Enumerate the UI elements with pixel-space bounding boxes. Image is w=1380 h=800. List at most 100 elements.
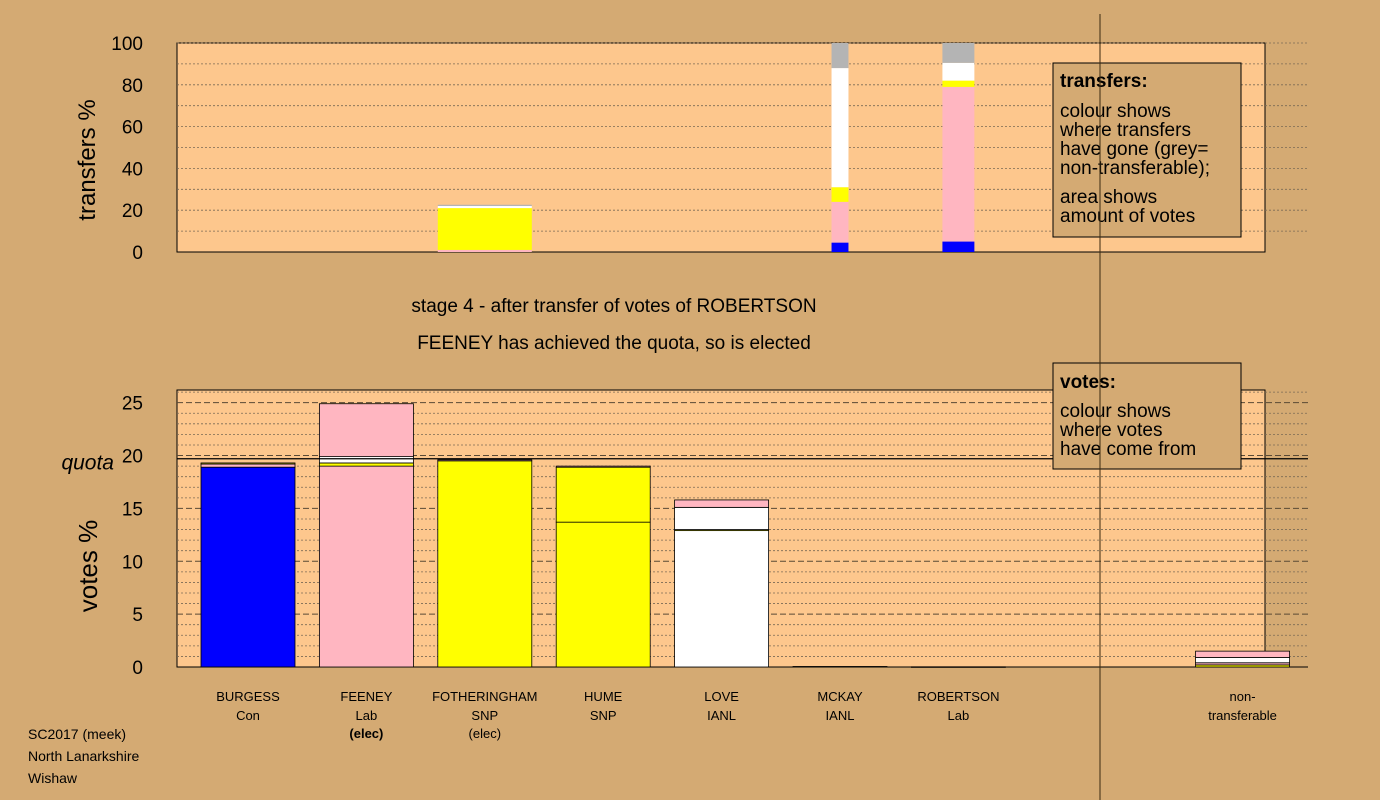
transfer-segment-lab xyxy=(437,249,532,252)
votes-y-axis-label: votes % xyxy=(73,520,103,613)
votes-legend-box xyxy=(1052,362,1242,470)
votes-y-tick-label: 0 xyxy=(132,658,143,679)
candidate-name: HUME xyxy=(584,689,623,704)
transfer-segment-con xyxy=(942,241,975,252)
stage-result: FEENEY has achieved the quota, so is ele… xyxy=(417,333,811,354)
transfer-segment-nontransferable xyxy=(831,43,849,69)
transfer-segment-nontransferable xyxy=(942,43,975,63)
candidate-name: FOTHERINGHAM xyxy=(432,689,537,704)
candidate-status: (elec) xyxy=(349,726,383,741)
candidate-name: LOVE xyxy=(704,689,739,704)
transfer-segment-snp xyxy=(831,187,849,202)
votes-y-tick-label: 25 xyxy=(122,394,143,415)
vote-segment-lab xyxy=(911,666,1006,668)
votes-y-tick-label: 15 xyxy=(122,499,143,520)
transfers-y-tick-label: 40 xyxy=(122,159,143,180)
transfer-segment-con xyxy=(831,242,849,252)
vote-segment-snp xyxy=(318,462,414,467)
candidate-label: non-transferable xyxy=(1208,689,1277,723)
votes-legend-line-2: where votes xyxy=(1059,420,1162,441)
transfers-y-tick-label: 20 xyxy=(122,201,143,222)
candidate-label: MCKAY IANL xyxy=(817,689,863,723)
transfers-y-tick-label: 80 xyxy=(122,76,143,97)
candidate-party: IANL xyxy=(707,708,736,723)
votes-y-tick-label: 5 xyxy=(132,605,143,626)
candidate-name: MCKAY xyxy=(817,689,863,704)
candidate-name: FEENEY xyxy=(340,689,392,704)
candidate-label: FOTHERINGHAM SNP (elec) xyxy=(432,689,537,741)
vote-segment-snp xyxy=(200,462,296,465)
vote-segment-lab xyxy=(437,459,533,462)
transfers-legend-line-3: have gone (grey= xyxy=(1060,139,1208,160)
vote-segment-ianl xyxy=(792,666,888,668)
vote-segment-con xyxy=(200,466,296,668)
footer-council: North Lanarkshire xyxy=(28,748,139,764)
transfers-y-tick-label: 100 xyxy=(111,34,143,55)
candidate-name: BURGESS xyxy=(216,689,280,704)
candidate-label: LOVE IANL xyxy=(704,689,739,723)
votes-bars xyxy=(200,403,1290,668)
quota-label: quota xyxy=(61,452,114,475)
transfer-segment-snp xyxy=(437,208,532,250)
candidate-party: Lab xyxy=(948,708,970,723)
candidate-party: transferable xyxy=(1208,708,1277,723)
votes-legend-line-1: colour shows xyxy=(1060,401,1171,422)
transfers-legend-line-1: colour shows xyxy=(1060,101,1171,122)
footer-election: SC2017 (meek) xyxy=(28,726,126,742)
vote-segment-ianl xyxy=(1195,657,1290,664)
vote-segment-snp xyxy=(437,460,533,668)
transfers-y-tick-label: 60 xyxy=(122,118,143,139)
candidate-status: (elec) xyxy=(469,726,502,741)
candidate-party: Lab xyxy=(356,708,378,723)
transfer-segment-lab xyxy=(942,86,975,242)
transfers-legend-title: transfers: xyxy=(1060,71,1148,92)
vote-segment-lab xyxy=(674,499,769,508)
candidate-label: BURGESS Con xyxy=(216,689,280,723)
candidate-party: IANL xyxy=(826,708,855,723)
votes-y-tick-label: 10 xyxy=(122,552,143,573)
votes-y-tick-label: 20 xyxy=(122,447,143,468)
candidate-party: SNP xyxy=(590,708,617,723)
transfers-y-ticks: 0 20 40 60 80 100 xyxy=(111,34,143,264)
votes-legend-title: votes: xyxy=(1060,372,1116,393)
stage-description: stage 4 - after transfer of votes of ROB… xyxy=(411,296,816,317)
transfers-legend-line-5: area shows xyxy=(1060,187,1157,208)
transfer-segment-ianl xyxy=(942,62,975,81)
vote-segment-lab xyxy=(200,463,296,468)
candidate-label: ROBERTSON Lab xyxy=(917,689,999,723)
transfers-gridlines xyxy=(177,42,1308,232)
vote-segment-lab xyxy=(1195,650,1290,658)
transfers-legend: transfers: colour shows where transfers … xyxy=(1052,62,1242,238)
vote-segment-snp xyxy=(555,466,651,523)
transfer-segment-ianl xyxy=(437,206,532,209)
transfer-segment-ianl xyxy=(831,68,849,188)
transfer-segment-snp xyxy=(942,80,975,87)
transfers-legend-line-4: non-transferable); xyxy=(1060,158,1210,179)
transfers-bars xyxy=(437,43,975,252)
votes-y-ticks: 0 5 10 15 20 25 xyxy=(122,394,143,679)
vote-segment-ianl xyxy=(318,456,414,464)
candidate-name: ROBERTSON xyxy=(917,689,999,704)
transfers-y-tick-label: 0 xyxy=(132,243,143,264)
vote-segment-lab xyxy=(318,465,414,668)
transfer-segment-nontransferable xyxy=(437,204,532,207)
transfers-y-axis-label: transfers % xyxy=(74,99,101,220)
candidate-label: HUME SNP xyxy=(584,689,623,723)
transfers-legend-line-2: where transfers xyxy=(1059,120,1191,141)
votes-legend: votes: colour shows where votes have com… xyxy=(1052,362,1242,470)
candidate-party: Con xyxy=(236,708,260,723)
candidate-label: FEENEY Lab (elec) xyxy=(340,689,392,741)
transfer-segment-lab xyxy=(831,201,849,243)
vote-segment-ianl xyxy=(674,530,769,668)
candidate-labels: BURGESS Con FEENEY Lab (elec) FOTHERINGHAM SNP… xyxy=(216,689,1277,741)
votes-legend-line-3: have come from xyxy=(1060,439,1196,460)
vote-segment-lab xyxy=(555,465,651,468)
candidate-name: non- xyxy=(1230,689,1256,704)
transfers-legend-box xyxy=(1052,62,1242,238)
candidate-party: SNP xyxy=(471,708,498,723)
vote-segment-snp xyxy=(555,521,651,668)
footer-ward: Wishaw xyxy=(28,770,78,786)
transfers-legend-line-6: amount of votes xyxy=(1060,206,1195,227)
vote-segment-lab xyxy=(318,403,414,458)
